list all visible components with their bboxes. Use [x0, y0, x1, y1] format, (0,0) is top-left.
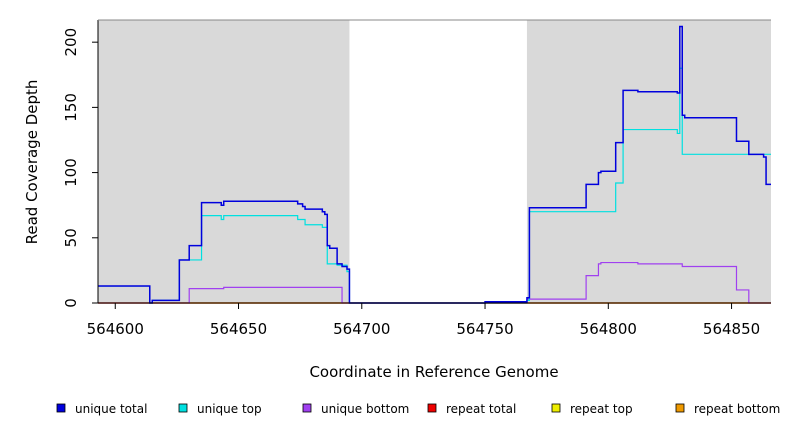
y-tick-label: 100	[62, 158, 80, 187]
series-line-unique-bottom	[98, 261, 771, 304]
y-tick-label: 50	[62, 228, 80, 247]
x-tick-label: 564600	[87, 320, 144, 338]
legend: unique total unique top unique bottom repea…	[56, 402, 780, 416]
legend-swatch	[302, 403, 312, 413]
x-tick-label: 564650	[210, 320, 267, 338]
x-tick-label: 564750	[456, 320, 513, 338]
legend-item-unique-total: unique total	[56, 402, 147, 416]
legend-label: repeat total	[446, 402, 516, 416]
legend-item-repeat-top: repeat top	[551, 402, 633, 416]
legend-swatch	[56, 403, 66, 413]
legend-swatch	[675, 403, 685, 413]
shaded-region-1	[98, 20, 350, 303]
legend-item-repeat-bottom: repeat bottom	[675, 402, 780, 416]
plot-background	[98, 20, 771, 303]
legend-swatch	[427, 403, 437, 413]
legend-swatch	[551, 403, 561, 413]
x-axis-title: Coordinate in Reference Genome	[309, 363, 558, 381]
legend-item-unique-top: unique top	[178, 402, 262, 416]
legend-item-repeat-total: repeat total	[427, 402, 516, 416]
legend-swatch	[178, 403, 188, 413]
x-tick-label: 564800	[580, 320, 637, 338]
legend-label: repeat bottom	[694, 402, 780, 416]
legend-label: unique top	[197, 402, 262, 416]
series-line-unique-total	[98, 25, 771, 304]
shaded-region-2	[526, 20, 771, 303]
y-axis-title: Read Coverage Depth	[23, 80, 41, 245]
y-tick-label: 200	[62, 28, 80, 57]
legend-label: unique total	[75, 402, 147, 416]
x-tick-label: 564700	[333, 320, 390, 338]
axes: 564600 564650 564700 564750 564800 564850 0 50 1…	[62, 19, 771, 338]
x-tick-label: 564850	[703, 320, 760, 338]
legend-label: unique bottom	[321, 402, 409, 416]
y-tick-label: 150	[62, 93, 80, 122]
legend-item-unique-bottom: unique bottom	[302, 402, 409, 416]
y-tick-label: 0	[62, 298, 80, 308]
legend-label: repeat top	[570, 402, 633, 416]
series-line-unique-top	[98, 67, 771, 304]
